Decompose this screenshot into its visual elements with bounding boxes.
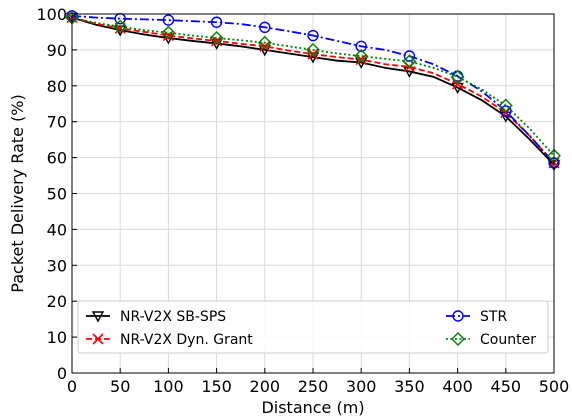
legend-label-str: STR (480, 309, 507, 325)
y-axis-label: Packet Delivery Rate (%) (8, 94, 27, 292)
x-tick-label: 100 (153, 377, 184, 396)
tick-labels: 0 50 100 150 200 250 300 350 400 450 500 0 10 20 30 40 5… (36, 5, 569, 396)
data-point-nr-v2x-dyn-grant (500, 107, 512, 119)
y-tick-label: 90 (47, 41, 67, 60)
data-point-counter (450, 69, 465, 84)
y-tick-label: 80 (47, 77, 67, 96)
data-point-nr-v2x-dyn-grant-stroke (500, 107, 512, 119)
y-tick-label: 40 (47, 220, 67, 239)
legend-label-counter: Counter (480, 332, 536, 348)
y-tick-label: 100 (36, 5, 67, 24)
x-tick-label: 500 (539, 377, 570, 396)
data-point-counter (113, 19, 128, 34)
data-point-counter (498, 98, 513, 113)
data-point-nr-v2x-dyn-grant (114, 22, 126, 34)
y-tick-label: 0 (57, 364, 67, 383)
legend-label-nr-v2x-dyn-grant: NR-V2X Dyn. Grant (120, 332, 253, 348)
y-tick-label: 70 (47, 113, 67, 132)
x-tick-label: 450 (491, 377, 522, 396)
data-point-str (403, 50, 416, 62)
data-point-counter (402, 54, 417, 69)
legend-box (77, 300, 549, 354)
data-point-str (162, 14, 175, 26)
data-point-nr-v2x-dyn-grant-stroke (355, 54, 367, 66)
series-line-nr-v2x-sb-sps (71, 16, 555, 166)
legend-marker-str (452, 310, 464, 322)
legend-marker-counter (451, 332, 465, 346)
legend: NR-V2X SB-SPS NR-V2X Dyn. Grant STR Counter (77, 300, 549, 354)
legend-marker-nr-v2x-dyn-grant-stroke (92, 333, 104, 345)
legend-marker-nr-v2x-dyn-grant (92, 333, 104, 345)
x-tick-label: 150 (201, 377, 232, 396)
legend-entry-counter: Counter (446, 332, 536, 348)
legend-label-nr-v2x-sb-sps: NR-V2X SB-SPS (120, 309, 226, 325)
y-tick-label: 20 (47, 292, 67, 311)
series-line-counter (71, 16, 555, 157)
axes (71, 13, 555, 374)
data-point-str (259, 21, 271, 33)
x-tick-label: 250 (298, 377, 329, 396)
data-point-counter (161, 25, 176, 40)
data-point-counter (209, 31, 224, 46)
legend-marker-nr-v2x-sb-sps (91, 311, 105, 323)
y-tick-label: 60 (47, 149, 67, 168)
data-point-str (210, 16, 223, 28)
x-tick-label: 200 (250, 377, 281, 396)
data-point-counter (257, 35, 272, 50)
data-point-counter (306, 42, 320, 57)
y-tick-label: 10 (47, 328, 67, 347)
data-point-nr-v2x-dyn-grant (259, 40, 271, 52)
data-point-str (355, 40, 367, 53)
x-axis-label: Distance (m) (261, 398, 364, 417)
data-point-nr-v2x-dyn-grant-stroke (114, 22, 126, 34)
data-point-nr-v2x-dyn-grant-stroke (307, 48, 319, 60)
legend-entry-nr-v2x-sb-sps: NR-V2X SB-SPS (86, 309, 226, 325)
y-tick-label: 50 (47, 185, 67, 204)
x-tick-label: 300 (346, 377, 377, 396)
data-point-counter (354, 49, 369, 63)
data-point-nr-v2x-dyn-grant-stroke (259, 40, 271, 52)
legend-entry-nr-v2x-dyn-grant: NR-V2X Dyn. Grant (86, 332, 253, 348)
legend-entry-str: STR (446, 309, 507, 325)
data-point-str (307, 29, 319, 42)
x-tick-label: 400 (442, 377, 473, 396)
x-tick-label: 50 (110, 377, 130, 396)
series-group (65, 10, 561, 172)
y-tick-label: 30 (47, 256, 67, 275)
x-tick-label: 0 (67, 377, 77, 396)
data-point-nr-v2x-dyn-grant (307, 48, 319, 60)
x-tick-label: 350 (394, 377, 425, 396)
